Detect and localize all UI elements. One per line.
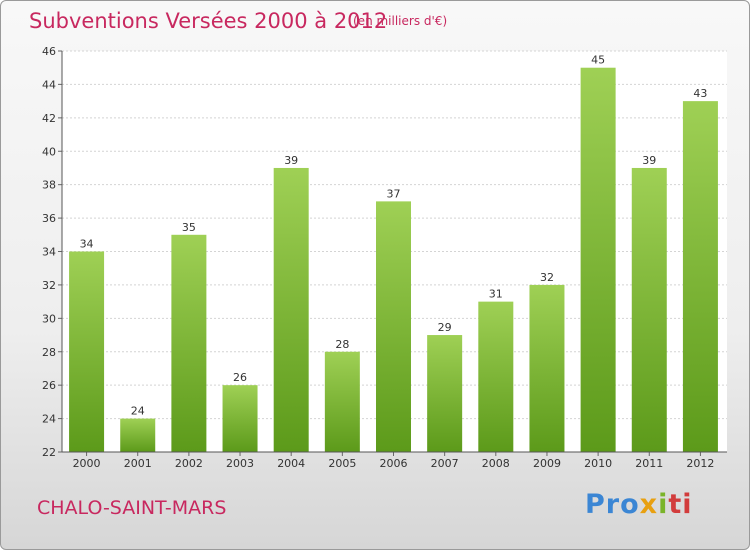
x-tick-label: 2006 [380, 457, 408, 470]
y-tick-label: 44 [42, 78, 56, 91]
y-tick-label: 42 [42, 112, 56, 125]
x-tick-label: 2002 [175, 457, 203, 470]
bar-value-label: 39 [284, 154, 298, 167]
x-tick-label: 2004 [277, 457, 305, 470]
bar-value-label: 29 [438, 321, 452, 334]
y-tick-label: 22 [42, 446, 56, 459]
y-tick-label: 24 [42, 413, 56, 426]
bar [631, 167, 667, 453]
bar [580, 67, 616, 452]
bar-value-label: 39 [642, 154, 656, 167]
bar [171, 234, 207, 452]
axes: 22 24 26 28 30 32 34 36 38 40 42 44 46 2000 2001 2002 20… [42, 45, 727, 470]
chart-title: Subventions Versées 2000 à 2012 [29, 9, 388, 33]
bar [529, 284, 565, 452]
y-tick-label: 34 [42, 246, 56, 259]
y-tick-label: 46 [42, 45, 56, 58]
bar-value-label: 24 [131, 405, 145, 418]
bar-value-label: 35 [182, 221, 196, 234]
x-tick-label: 2000 [73, 457, 101, 470]
bar [273, 167, 309, 453]
bar-value-label: 37 [387, 187, 401, 200]
logo-part-2: x [639, 489, 659, 520]
bar-value-label: 45 [591, 54, 605, 67]
x-tick-label: 2009 [533, 457, 561, 470]
x-tick-label: 2011 [635, 457, 663, 470]
x-tick-label: 2001 [124, 457, 152, 470]
y-tick-label: 40 [42, 145, 56, 158]
x-tick-label: 2010 [584, 457, 612, 470]
bar [427, 335, 463, 452]
logo-part-4: ti [668, 489, 693, 520]
bar [478, 301, 514, 452]
x-tick-label: 2012 [686, 457, 714, 470]
place-name: CHALO-SAINT-MARS [37, 497, 227, 519]
y-tick-label: 32 [42, 279, 56, 292]
bar [376, 201, 411, 452]
logo-part-1: Pro [585, 489, 640, 520]
bar-value-label: 31 [489, 288, 503, 301]
logo-part-3: i [658, 489, 669, 520]
bar [69, 251, 105, 452]
y-tick-label: 28 [42, 346, 56, 359]
x-tick-label: 2005 [328, 457, 356, 470]
bar [682, 101, 718, 452]
x-tick-label: 2008 [482, 457, 510, 470]
x-tick-label: 2003 [226, 457, 254, 470]
proxiti-logo: Proxiti [585, 489, 693, 520]
bar-value-label: 34 [80, 238, 94, 251]
bar-value-label: 43 [693, 87, 707, 100]
bar [120, 418, 156, 452]
y-tick-label: 26 [42, 379, 56, 392]
y-tick-label: 38 [42, 179, 56, 192]
x-tick-label: 2007 [431, 457, 459, 470]
chart-subtitle: (en milliers d'€) [353, 14, 448, 28]
bar [324, 351, 360, 452]
bar-value-label: 28 [335, 338, 349, 351]
bar-value-label: 26 [233, 371, 247, 384]
y-tick-label: 36 [42, 212, 56, 225]
bar [222, 385, 258, 452]
bar-value-label: 32 [540, 271, 554, 284]
bars: 34 24 35 26 39 28 37 29 31 32 45 39 43 [69, 54, 718, 453]
y-tick-label: 30 [42, 312, 56, 325]
